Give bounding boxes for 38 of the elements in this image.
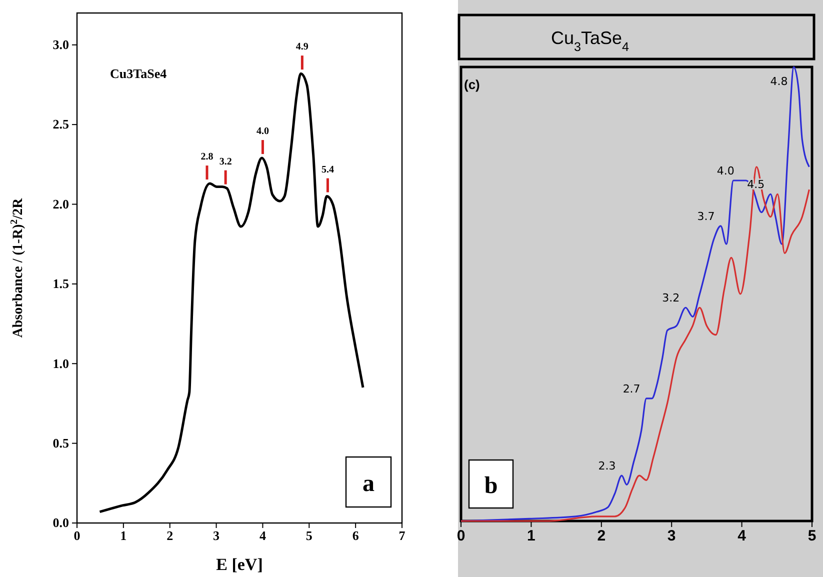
annotation: 5.4 (321, 164, 334, 176)
y-tick-label: 2.5 (52, 116, 70, 132)
x-tick-label: 0 (456, 528, 466, 545)
annotation: 2.3 (598, 460, 616, 473)
x-tick-label: 4 (259, 528, 266, 544)
x-tick-label: 2 (597, 528, 606, 545)
annotation: 2.7 (622, 382, 640, 396)
annotation: a (362, 471, 374, 497)
y-tick-label: 0.5 (52, 435, 70, 450)
y-tick-label: 1.5 (52, 276, 70, 292)
x-tick-label: 3 (667, 528, 676, 545)
annotation: 3.2 (219, 156, 232, 168)
y-tick-label: 3.0 (52, 37, 69, 52)
y-tick-label: 0.0 (52, 515, 69, 530)
x-tick-label: 1 (527, 528, 536, 545)
x-tick-label: 2 (166, 528, 174, 544)
x-tick-label: 1 (120, 528, 127, 544)
x-tick-label: 7 (398, 528, 406, 544)
x-tick-label: 4 (738, 528, 747, 545)
annotation: Cu3TaSe4 (110, 66, 168, 81)
annotation: 3.7 (697, 210, 715, 223)
annotation: b (484, 473, 498, 499)
x-axis-title: E [eV] (216, 555, 263, 574)
annotation: 3.2 (662, 292, 680, 305)
annotation: 2.8 (200, 152, 214, 163)
x-tick-label: 3 (213, 528, 220, 544)
annotation: 4.0 (256, 126, 269, 138)
y-tick-label: 2.0 (52, 196, 69, 212)
x-tick-label: 5 (808, 528, 816, 545)
y-tick-label: 1.0 (52, 356, 69, 371)
annotation: 4.9 (296, 42, 308, 53)
annotation: 4.0 (716, 164, 734, 178)
x-tick-label: 6 (352, 528, 360, 544)
annotation: (c) (464, 77, 480, 92)
x-tick-label: 0 (74, 528, 80, 544)
x-tick-label: 5 (306, 528, 313, 544)
chart-title: Cu$_{3}$TaSe$_{4}$ (550, 28, 630, 54)
annotation: 4.8 (770, 75, 788, 88)
